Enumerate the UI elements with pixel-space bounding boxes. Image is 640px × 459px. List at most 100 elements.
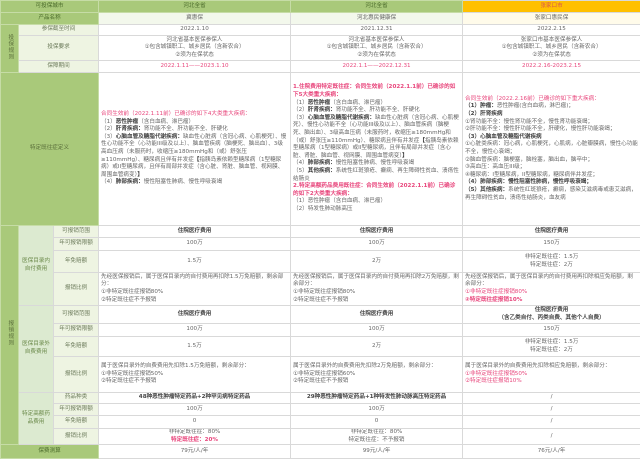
drug-limit-label: 年可报销限额 — [54, 404, 99, 416]
text-segment: （3） — [293, 115, 308, 121]
text-line: （5）其他疾病：系统性红斑狼疮，癫痫，感染艾滋病毒或患艾滋病，再生障碍性贫血，溃… — [465, 187, 638, 202]
drug-limit-2: 100万 — [291, 404, 463, 416]
product-row: 产品名称 冀惠保 河北惠民健康保 张家口惠民保 — [1, 13, 640, 25]
text-segment: 属于医保目录外的自费费用先扣除2万免赔额，剩余部分： — [293, 363, 436, 369]
preexisting-1: 合同生效前（2022.1.11前）已确诊的如下4大类重大疾病： （1）恶性肿瘤（含… — [99, 73, 291, 226]
deadline-label: 参保截至时间 — [19, 25, 99, 36]
text-segment: 先经医保报销后，属于医保目录内的自付费用再扣除2万免赔额，剩余部分： — [293, 274, 459, 288]
text-segment: （4） — [293, 160, 308, 166]
drug-ratio-preexisting: 特定既往症：不予报销 — [293, 437, 460, 445]
text-segment: 先经医保报销后，属于医保目录内的自付费用再扣除1.5万免赔额，剩余部分： — [101, 274, 283, 288]
text-line: 属于医保目录外的自费费用先扣除2万免赔额，剩余部分： — [293, 363, 460, 371]
in-deductible-3: 非特定既往症：1.5万特定既往症：2万 — [463, 251, 640, 273]
out-scope-3: 住院医疗费用（含乙类自付、丙类自费、其他个人自费） — [463, 306, 640, 324]
in-ratio-label: 报销比例 — [54, 273, 99, 306]
preexisting-3: 合同生效前（2022.2.16前）已确诊的如下重大疾病：（1）肿瘤：恶性肿瘤(含… — [463, 73, 640, 226]
deductible-line: 非特定既往症：1.5万 — [465, 254, 638, 262]
out-deductible-2: 2万 — [291, 337, 463, 357]
text-line: 属于医保目录外的自费费用先扣除1.5万免赔额，剩余部分： — [101, 363, 288, 371]
text-line: ①非特定既往症报销80% — [293, 289, 460, 297]
in-limit-3: 150万 — [463, 238, 640, 251]
out-scope-2: 住院医疗费用 — [291, 306, 463, 324]
out-ratio-1: 属于医保目录外的自费费用先扣除1.5万免赔额，剩余部分： ①非特定既往症报销50%… — [99, 357, 291, 393]
text-segment: ①非特定既往症报销80% — [465, 289, 527, 295]
period-2: 2022.1.1——2022.12.31 — [291, 61, 463, 73]
drug-limit-3: / — [463, 404, 640, 416]
product-label: 产品名称 — [1, 13, 99, 25]
text-line: （3）心脑血管及糖脂代谢疾病：缺血性心脏病（含冠心病、心肌梗死）、慢性心功能不全… — [101, 134, 288, 180]
drug-ratio-1: 非特定既往症：80%特定既往症：20% — [99, 429, 291, 445]
text-segment: ②脑血管疾病：脑梗塞，脑栓塞，脑出血，脑卒中； — [465, 157, 593, 163]
out-ratio-2: 属于医保目录外的自费费用先扣除2万免赔额，剩余部分：①非特定既往症报销60%②特… — [291, 357, 463, 393]
text-segment: ①非特定既往症报销50% — [101, 371, 163, 377]
in-ratio-2: 先经医保报销后，属于医保目录内的自付费用再扣除2万免赔额，剩余部分：①非特定既往… — [291, 273, 463, 306]
text-line: （2）肝肾疾病 — [465, 111, 638, 119]
drug-ratio-non-preexisting: 非特定既往症：80% — [293, 429, 460, 437]
text-segment: （2） — [293, 107, 308, 113]
text-segment: ①心脏类疾病：冠心病，心肌梗死，心肌病，心脏瓣膜病，慢性心功能不全，慢性心衰竭； — [465, 141, 638, 155]
text-line: ①非特定既往症报销80% — [101, 289, 288, 297]
text-line: ②特定既往症报销10% — [465, 378, 638, 386]
out-deductible-3: 非特定既往症：1.5万特定既往症：2万 — [463, 337, 640, 357]
text-line: 先经医保报销后，属于医保目录内的自付费用再扣除2万免赔额，剩余部分： — [293, 274, 460, 289]
text-segment: 属于医保目录外的自费费用先扣除1.5万免赔额，剩余部分： — [101, 363, 250, 369]
in-scope-2: 住院医疗费用 — [291, 226, 463, 238]
drug-ratio-3: / — [463, 429, 640, 445]
text-segment: ②特定既往症不予报销 — [101, 378, 156, 384]
text-segment: 肾功能不全、肝功能不全、肝硬化 — [144, 126, 228, 132]
in-scope-label: 可报销范围 — [54, 226, 99, 238]
text-line: 先经医保报销后，属于医保目录内的自付费用再扣除1.5万免赔额，剩余部分： — [101, 274, 288, 289]
text-segment: ②特定既往症不予报销 — [293, 297, 348, 303]
text-segment: 心脑血管及糖脂代谢疾病： — [308, 115, 375, 121]
out-limit-1: 100万 — [99, 324, 291, 337]
in-list-label: 医保目录内自付费用 — [19, 226, 54, 306]
text-segment: （1）肿瘤： — [465, 103, 497, 109]
out-list-label: 医保目录外自费费用 — [19, 306, 54, 393]
text-segment: 肾功能不全、肝功能不全、肝硬化 — [336, 107, 420, 113]
text-line: 2.特定高额药品费用既往症：合同生效前（2022.1.1前）已确诊的如下2大类重… — [293, 183, 460, 198]
out-limit-2: 100万 — [291, 324, 463, 337]
deadline-2: 2021.12.31 — [291, 25, 463, 36]
text-segment: 合同生效前（2022.1.11前）已确诊的如下4大类重大疾病： — [101, 111, 251, 117]
text-segment: （5）其他疾病： — [465, 187, 508, 193]
text-line: ②肝功能不全：慢性肝功能不全，肝硬化，慢性肝功能衰竭； — [465, 126, 638, 134]
text-segment: 恶性肿瘤 — [116, 119, 138, 125]
in-ratio-1: 先经医保报销后，属于医保目录内的自付费用再扣除1.5万免赔额，剩余部分：①非特定… — [99, 273, 291, 306]
text-segment: （3）心脑血管及糖脂代谢疾病 — [465, 134, 542, 140]
drug-deductible-3: / — [463, 416, 640, 429]
text-line: （2）肝肾疾病：肾功能不全、肝功能不全、肝硬化 — [293, 107, 460, 115]
out-limit-label: 年可报销限额 — [54, 324, 99, 337]
text-line: 1.住院费用特定既往症：合同生效前（2022.1.1前）已确诊的如下5大类重大疾… — [293, 84, 460, 99]
req-line: ②须为在保状态 — [101, 52, 288, 60]
text-segment: ①非特定既往症报销50% — [465, 371, 527, 377]
text-line: （2）肝肾疾病：肾功能不全、肝功能不全、肝硬化 — [101, 126, 288, 134]
requirement-label: 投保要求 — [19, 36, 99, 61]
deadline-3: 2022.2.15 — [463, 25, 640, 36]
in-scope-3: 住院医疗费用 — [463, 226, 640, 238]
text-segment: 肝肾疾病： — [116, 126, 144, 132]
text-segment: 恶性肿瘤(含白血病，淋巴瘤)； — [497, 103, 574, 109]
text-line: ②特定既往症不予报销 — [101, 297, 288, 305]
out-scope-label: 可报销范围 — [54, 306, 99, 324]
drug-deductible-label: 年免赔额 — [54, 416, 99, 429]
product-3: 张家口惠民保 — [463, 13, 640, 25]
text-segment: ③高血压：高血压III级； — [465, 164, 525, 170]
text-line: （4）肺部疾病：慢性阻塞性肺病，慢性呼吸衰竭； — [465, 179, 638, 187]
deductible-line: 特定既往症：2万 — [465, 347, 638, 355]
deductible-line: 特定既往症：2万 — [465, 262, 638, 270]
req-line: ①包含城镇职工、城乡居民（含新农合） — [293, 44, 460, 52]
text-line: （2）特发性肺动脉高压 — [293, 206, 460, 214]
req-line: ①包含城镇职工、城乡居民（含新农合） — [101, 44, 288, 52]
out-scope-1: 住院医疗费用 — [99, 306, 291, 324]
rules-group-label: 投保规则 — [1, 25, 19, 73]
text-line: （1）恶性肿瘤（含白血病、淋巴瘤） — [293, 198, 460, 206]
text-segment: （1） — [101, 119, 116, 125]
city-2: 河北全省 — [291, 1, 463, 13]
text-segment: ④糖尿病：I型糖尿病，II型糖尿病，糖尿病伴并发症； — [465, 172, 598, 178]
text-segment: （含白血病、淋巴瘤） — [138, 119, 194, 125]
text-segment: 】 — [402, 153, 408, 159]
text-segment: （含白血病、淋巴瘤） — [330, 100, 386, 106]
